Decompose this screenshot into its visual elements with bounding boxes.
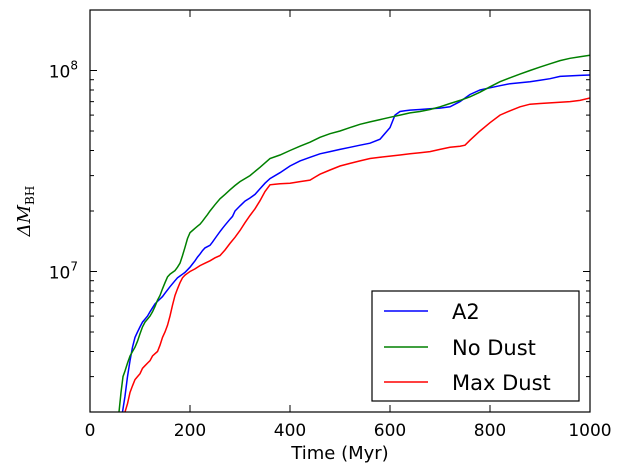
series-layer <box>118 54 590 412</box>
y-tick-exponent: 8 <box>70 59 78 73</box>
y-tick-label: 107 <box>49 260 78 284</box>
x-tick-label: 200 <box>174 421 206 441</box>
y-tick-exponent: 7 <box>70 260 78 274</box>
series-line-no-dust <box>118 54 590 412</box>
y-tick-base: 10 <box>49 264 71 284</box>
x-tick-label: 0 <box>85 421 96 441</box>
legend: A2 No Dust Max Dust <box>371 290 580 402</box>
x-tick-label: 1000 <box>568 421 611 441</box>
y-tick-label: 108 <box>49 59 78 83</box>
x-tick-label: 400 <box>274 421 306 441</box>
series-line-max-dust <box>124 97 590 412</box>
x-axis-title: Time (Myr) <box>290 443 388 464</box>
y-axis-title-sub: BH <box>23 186 37 205</box>
plot-frame <box>89 9 591 413</box>
y-axis-title-main: ΔM <box>14 204 35 237</box>
x-tick-label: 600 <box>374 421 406 441</box>
y-tick-base: 10 <box>49 63 71 83</box>
legend-label-no-dust: No Dust <box>452 336 536 360</box>
legend-label-a2: A2 <box>452 300 480 324</box>
y-axis-title: ΔMBH <box>14 186 37 238</box>
x-tick-label: 800 <box>474 421 506 441</box>
legend-label-max-dust: Max Dust <box>452 371 551 395</box>
